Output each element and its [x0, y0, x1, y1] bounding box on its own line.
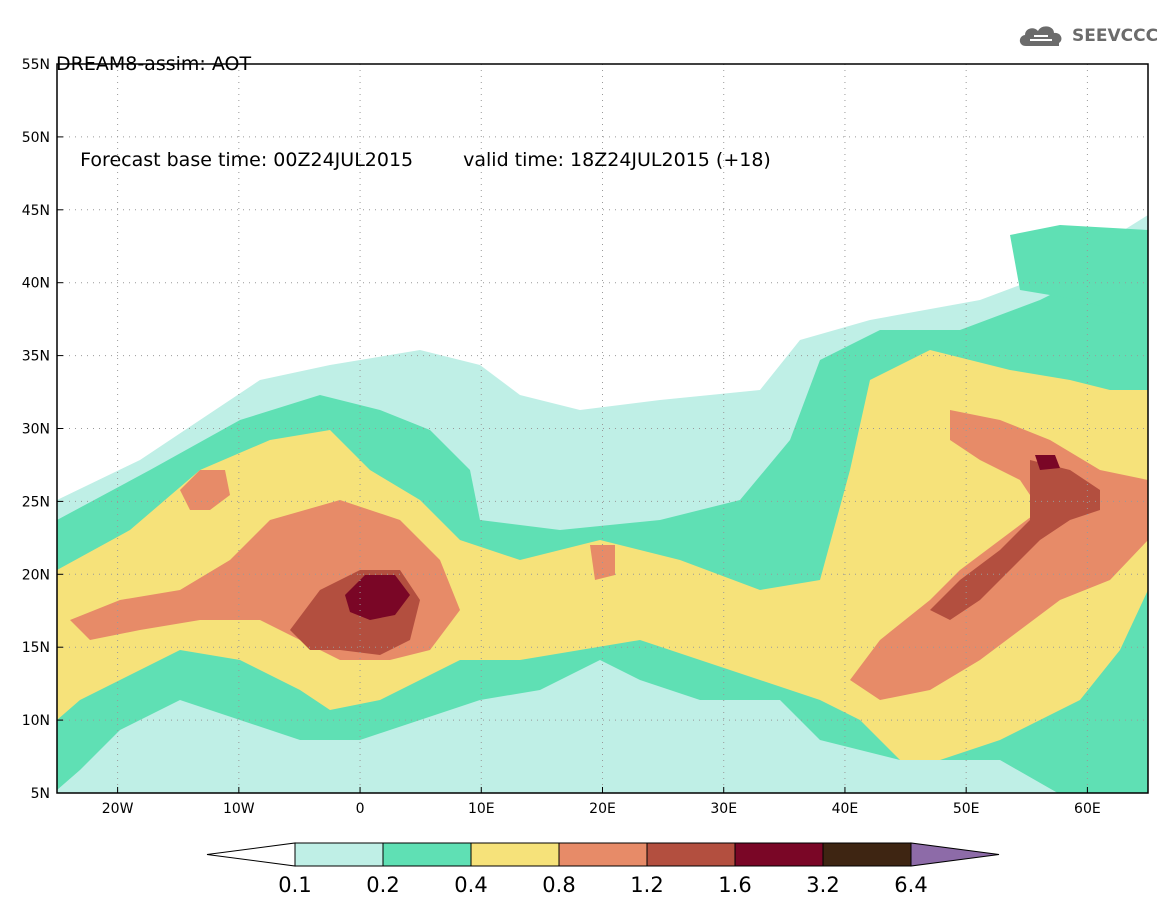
lat-label: 35N — [22, 349, 50, 365]
aot-band-1.6 — [345, 575, 410, 620]
lon-label: 50E — [953, 801, 980, 817]
legend-label: 0.4 — [454, 873, 487, 897]
cloud-icon — [1019, 26, 1062, 46]
legend-label: 1.2 — [630, 873, 663, 897]
lat-label: 25N — [22, 494, 50, 510]
legend-swatch — [646, 842, 736, 867]
legend-swatch — [470, 842, 560, 867]
lat-label: 50N — [22, 130, 50, 146]
legend-arrow-high — [910, 842, 1000, 867]
legend-swatch — [382, 842, 472, 867]
lon-label: 10W — [223, 801, 255, 817]
logo-text: SEEVCCC — [1072, 26, 1159, 46]
legend-swatch — [734, 842, 824, 867]
lon-label: 10E — [468, 801, 495, 817]
aot-band-1.6-oman — [1035, 455, 1060, 470]
lon-label: 60E — [1074, 801, 1101, 817]
lat-label: 45N — [22, 203, 50, 219]
lat-label: 15N — [22, 640, 50, 656]
aot-band-0.2-north — [1010, 225, 1148, 320]
legend-label: 1.6 — [718, 873, 751, 897]
color-legend: 0.1 0.2 0.4 0.8 1.2 1.6 3.2 6.4 — [206, 842, 1000, 897]
lon-label: 20W — [102, 801, 134, 817]
lon-label: 30E — [710, 801, 737, 817]
legend-arrow-low — [206, 842, 296, 867]
lat-label: 20N — [22, 567, 50, 583]
legend-label: 3.2 — [806, 873, 839, 897]
base-time: Forecast base time: 00Z24JUL2015 — [80, 149, 414, 171]
aot-band-0.8-nw — [180, 470, 230, 510]
seevccc-logo: SEEVCCC — [1016, 22, 1158, 50]
valid-time: valid time: 18Z24JUL2015 (+18) — [463, 149, 771, 171]
lon-label: 0 — [356, 801, 365, 817]
lat-label: 5N — [31, 786, 50, 802]
latitude-labels: 55N 50N 45N 40N 35N 30N 25N 20N 15N 10N 5N — [22, 57, 63, 802]
aot-field — [57, 215, 1148, 793]
legend-swatch — [558, 842, 648, 867]
lat-label: 10N — [22, 713, 50, 729]
legend-swatch — [822, 842, 912, 867]
lon-label: 40E — [832, 801, 859, 817]
lat-label: 30N — [22, 422, 50, 438]
legend-swatch — [294, 842, 384, 867]
aot-band-1.2-arabia — [930, 460, 1100, 620]
lon-label: 20E — [589, 801, 616, 817]
lat-label: 55N — [22, 57, 50, 73]
legend-label: 0.1 — [278, 873, 311, 897]
legend-label: 6.4 — [894, 873, 927, 897]
legend-label: 0.2 — [366, 873, 399, 897]
legend-label: 0.8 — [542, 873, 575, 897]
lat-label: 40N — [22, 276, 50, 292]
longitude-labels: 20W 10W 0 10E 20E 30E 40E 50E 60E — [102, 787, 1101, 817]
map-header: DREAM8-assim: AOT Forecast base time: 00… — [56, 4, 771, 220]
